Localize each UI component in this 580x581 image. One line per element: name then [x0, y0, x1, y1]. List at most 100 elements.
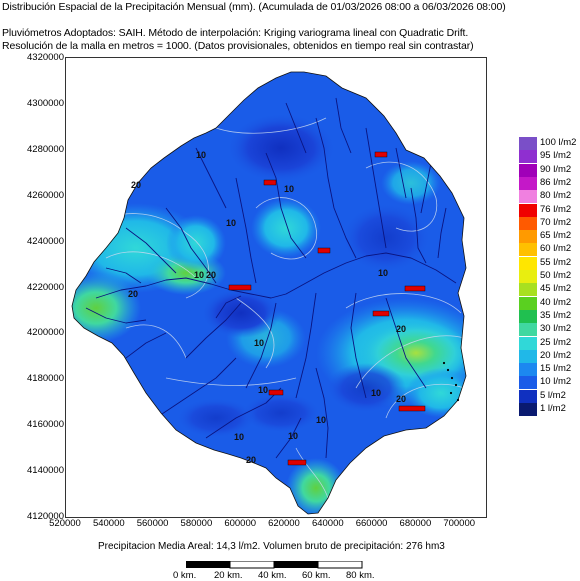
legend-item: 55 l/m2	[517, 256, 580, 270]
legend-item: 45 l/m2	[517, 283, 580, 297]
legend-item: 35 l/m2	[517, 309, 580, 323]
legend-swatch	[519, 389, 537, 403]
basin-outline	[71, 71, 467, 515]
legend-item: 1 l/m2	[517, 403, 580, 416]
legend-item: 90 l/m2	[517, 163, 580, 177]
legend-swatch	[519, 403, 537, 416]
isohyet-value-label: 10	[194, 270, 204, 280]
legend-swatch	[519, 256, 537, 270]
legend-swatch	[519, 190, 537, 204]
legend-label: 95 l/m2	[540, 150, 572, 162]
legend-swatch	[519, 283, 537, 297]
legend-label: 1 l/m2	[540, 403, 566, 414]
legend-item: 40 l/m2	[517, 296, 580, 310]
legend-item: 30 l/m2	[517, 323, 580, 337]
x-tick-label: 560000	[136, 518, 169, 529]
outlier-dots	[442, 361, 460, 402]
legend-swatch	[519, 243, 537, 257]
legend-swatch	[519, 163, 537, 177]
legend-item: 10 l/m2	[517, 376, 580, 390]
legend-item: 70 l/m2	[517, 216, 580, 230]
legend-label: 35 l/m2	[540, 309, 572, 321]
legend-label: 50 l/m2	[540, 270, 572, 281]
legend-item: 65 l/m2	[517, 230, 580, 244]
isohyets	[85, 117, 465, 499]
isohyet-value-label: 10	[254, 338, 264, 348]
y-tick-label: 4160000	[27, 419, 64, 431]
isohyet-value-label: 10	[234, 432, 244, 442]
legend-swatch	[519, 363, 537, 377]
scale-bar-label: 0 km.	[173, 570, 197, 581]
legend-label: 60 l/m2	[540, 243, 572, 255]
legend-swatch	[519, 349, 537, 363]
legend-swatch	[519, 296, 537, 310]
legend-swatch	[519, 137, 537, 150]
scale-bar-label: 20 km.	[214, 570, 243, 581]
x-tick-label: 660000	[355, 518, 388, 529]
y-tick-label: 4220000	[27, 281, 64, 293]
legend-label: 25 l/m2	[540, 336, 572, 348]
isohyet-value-label: 10	[316, 415, 326, 425]
legend-label: 55 l/m2	[540, 256, 572, 268]
x-tick-label: 680000	[399, 518, 432, 529]
legend-item: 25 l/m2	[517, 336, 580, 350]
legend-label: 15 l/m2	[540, 363, 572, 375]
legend-swatch	[519, 323, 537, 337]
legend-swatch	[519, 336, 537, 350]
isohyet-value-label: 10	[226, 218, 236, 228]
legend-item: 76 l/m2	[517, 203, 580, 217]
y-tick-label: 4320000	[27, 52, 64, 63]
legend-label: 86 l/m2	[540, 176, 572, 188]
legend-item: 95 l/m2	[517, 150, 580, 164]
y-tick-label: 4140000	[27, 465, 64, 477]
resolution-note: Resolución de la malla en metros = 1000.…	[2, 40, 474, 52]
scale-bar-label: 60 km.	[302, 570, 331, 581]
legend-item: 80 l/m2	[517, 190, 580, 204]
isohyet-value-label: 20	[246, 455, 256, 465]
isohyet-value-label: 10	[196, 150, 206, 160]
scale-bar-label: 80 km.	[346, 570, 375, 581]
x-tick-label: 640000	[311, 518, 344, 529]
legend-swatch	[519, 176, 537, 190]
x-tick-label: 700000	[443, 518, 476, 529]
legend-item: 60 l/m2	[517, 243, 580, 257]
y-tick-label: 4280000	[27, 143, 64, 155]
legend-label: 90 l/m2	[540, 163, 572, 175]
legend-label: 80 l/m2	[540, 190, 572, 202]
x-tick-label: 540000	[92, 518, 125, 529]
legend-swatch	[519, 376, 537, 390]
isohyet-value-label: 20	[396, 324, 406, 334]
x-tick-label: 520000	[49, 518, 81, 529]
isohyet-value-label: 10	[258, 385, 268, 395]
legend-item: 100 l/m2	[517, 137, 580, 150]
legend-label: 30 l/m2	[540, 323, 572, 335]
y-tick-label: 4180000	[27, 373, 64, 385]
isohyet-value-label: 10	[378, 268, 388, 278]
legend-swatch	[519, 309, 537, 323]
legend-item: 15 l/m2	[517, 363, 580, 377]
x-tick-label: 620000	[268, 518, 300, 529]
legend-swatch	[519, 203, 537, 217]
y-tick-label: 4300000	[27, 97, 64, 109]
y-tick-label: 4120000	[27, 511, 64, 522]
isohyet-value-label: 10	[371, 388, 381, 398]
y-tick-label: 4200000	[27, 327, 64, 339]
legend-label: 65 l/m2	[540, 230, 572, 242]
y-tick-label: 4260000	[27, 189, 64, 201]
isohyet-value-label: 10	[284, 184, 294, 194]
legend-label: 20 l/m2	[540, 349, 572, 361]
legend-item: 86 l/m2	[517, 176, 580, 190]
rain-gauge-stations[interactable]	[228, 151, 426, 466]
legend-label: 45 l/m2	[540, 283, 572, 295]
isohyet-value-label: 20	[396, 394, 406, 404]
map-frame[interactable]: 10 20 10 10 10 20 10 10 10 20 10 20 10 10 20 10 20	[65, 57, 487, 518]
river-network	[85, 97, 457, 459]
legend-label: 10 l/m2	[540, 376, 572, 388]
scale-bar	[186, 561, 363, 569]
isohyet-value-label: 10	[288, 431, 298, 441]
legend-item: 20 l/m2	[517, 349, 580, 363]
x-tick-label: 580000	[180, 518, 213, 529]
y-tick-label: 4240000	[27, 235, 64, 247]
